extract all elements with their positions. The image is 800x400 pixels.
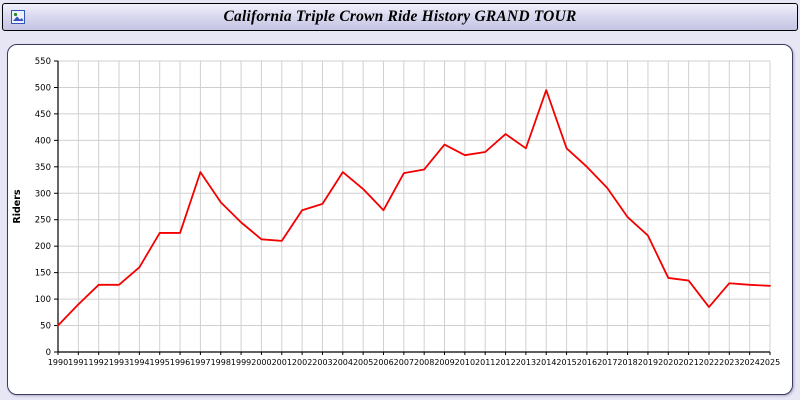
svg-text:300: 300 — [35, 189, 51, 199]
svg-text:2005: 2005 — [353, 358, 373, 367]
svg-text:2006: 2006 — [373, 358, 393, 367]
svg-text:2021: 2021 — [678, 358, 698, 367]
y-axis-label: Riders — [12, 189, 23, 224]
svg-text:2012: 2012 — [495, 358, 515, 367]
svg-text:100: 100 — [35, 295, 51, 305]
svg-text:550: 550 — [35, 57, 51, 67]
svg-text:2010: 2010 — [455, 358, 475, 367]
riders-series-line — [57, 89, 771, 327]
svg-text:2025: 2025 — [760, 358, 780, 367]
svg-text:350: 350 — [35, 163, 51, 173]
svg-text:2009: 2009 — [434, 358, 454, 367]
svg-text:2008: 2008 — [414, 358, 434, 367]
svg-text:500: 500 — [35, 83, 51, 93]
svg-text:1999: 1999 — [231, 358, 251, 367]
svg-text:0: 0 — [46, 348, 51, 358]
svg-text:1997: 1997 — [190, 358, 210, 367]
svg-text:1993: 1993 — [109, 358, 129, 367]
svg-text:400: 400 — [35, 136, 51, 146]
svg-text:2015: 2015 — [556, 358, 576, 367]
svg-text:200: 200 — [35, 242, 51, 252]
title-bar: California Triple Crown Ride History GRA… — [2, 3, 798, 31]
svg-text:1996: 1996 — [170, 358, 190, 367]
svg-text:2011: 2011 — [475, 358, 495, 367]
svg-text:1990: 1990 — [48, 358, 68, 367]
svg-text:1992: 1992 — [89, 358, 109, 367]
svg-text:1994: 1994 — [129, 358, 149, 367]
svg-text:2013: 2013 — [516, 358, 536, 367]
chart-panel: 0 50 100 150 200 250 300 350 400 450 500 550 1990 199… — [7, 44, 793, 395]
svg-text:1998: 1998 — [211, 358, 231, 367]
page-title: California Triple Crown Ride History GRA… — [223, 8, 577, 25]
svg-text:2000: 2000 — [251, 358, 271, 367]
image-placeholder-icon — [11, 10, 25, 24]
svg-text:2014: 2014 — [536, 358, 556, 367]
svg-text:2017: 2017 — [597, 358, 617, 367]
svg-text:2022: 2022 — [699, 358, 719, 367]
svg-text:250: 250 — [35, 216, 51, 226]
svg-text:450: 450 — [35, 110, 51, 120]
svg-text:1995: 1995 — [150, 358, 170, 367]
svg-text:2007: 2007 — [394, 358, 414, 367]
svg-text:2004: 2004 — [333, 358, 353, 367]
svg-text:2016: 2016 — [577, 358, 597, 367]
svg-text:1991: 1991 — [68, 358, 88, 367]
svg-text:2003: 2003 — [312, 358, 332, 367]
svg-text:2018: 2018 — [617, 358, 637, 367]
svg-text:150: 150 — [35, 269, 51, 279]
svg-text:50: 50 — [40, 322, 51, 332]
svg-text:2019: 2019 — [638, 358, 658, 367]
svg-text:2002: 2002 — [292, 358, 312, 367]
svg-text:2024: 2024 — [739, 358, 759, 367]
svg-text:2023: 2023 — [719, 358, 739, 367]
svg-text:2020: 2020 — [658, 358, 678, 367]
svg-text:2001: 2001 — [272, 358, 292, 367]
